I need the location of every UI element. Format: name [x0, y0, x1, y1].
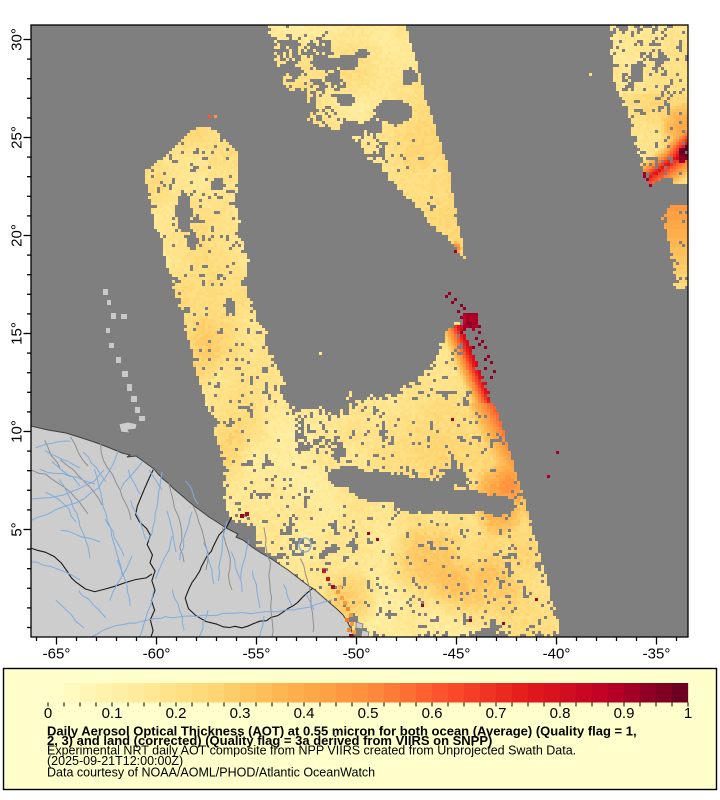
svg-text:0: 0 — [44, 705, 52, 722]
svg-text:-35°: -35° — [643, 646, 671, 663]
svg-text:Daily Aerosol Optical Thicknes: Daily Aerosol Optical Thickness (AOT) at… — [47, 724, 637, 739]
svg-text:-45°: -45° — [443, 646, 471, 663]
svg-text:0.8: 0.8 — [550, 705, 571, 722]
svg-text:0.6: 0.6 — [422, 705, 443, 722]
svg-text:5°: 5° — [9, 522, 26, 536]
svg-text:25°: 25° — [9, 126, 26, 149]
svg-text:-55°: -55° — [243, 646, 271, 663]
svg-text:0.3: 0.3 — [230, 705, 251, 722]
svg-text:0.2: 0.2 — [166, 705, 187, 722]
svg-text:-65°: -65° — [43, 646, 71, 663]
svg-text:-60°: -60° — [143, 646, 171, 663]
svg-text:2, 3) and land (corrected) (Qu: 2, 3) and land (corrected) (Quality flag… — [47, 733, 492, 748]
svg-text:0.7: 0.7 — [486, 705, 507, 722]
svg-text:-40°: -40° — [543, 646, 571, 663]
svg-text:1: 1 — [684, 705, 692, 722]
svg-text:Data courtesy of NOAA/AOML/PHO: Data courtesy of NOAA/AOML/PHOD/Atlantic… — [47, 766, 375, 780]
svg-text:Experimental NRT daily AOT com: Experimental NRT daily AOT composite fro… — [47, 744, 576, 758]
svg-text:10°: 10° — [9, 420, 26, 443]
svg-text:30°: 30° — [9, 28, 26, 51]
svg-text:(2025-09-21T12:00:00Z): (2025-09-21T12:00:00Z) — [47, 754, 183, 768]
svg-text:-50°: -50° — [343, 646, 371, 663]
svg-text:0.4: 0.4 — [294, 705, 315, 722]
svg-text:0.9: 0.9 — [614, 705, 635, 722]
svg-text:0.1: 0.1 — [102, 705, 123, 722]
svg-text:20°: 20° — [9, 224, 26, 247]
svg-text:0.5: 0.5 — [358, 705, 379, 722]
svg-text:15°: 15° — [9, 322, 26, 345]
